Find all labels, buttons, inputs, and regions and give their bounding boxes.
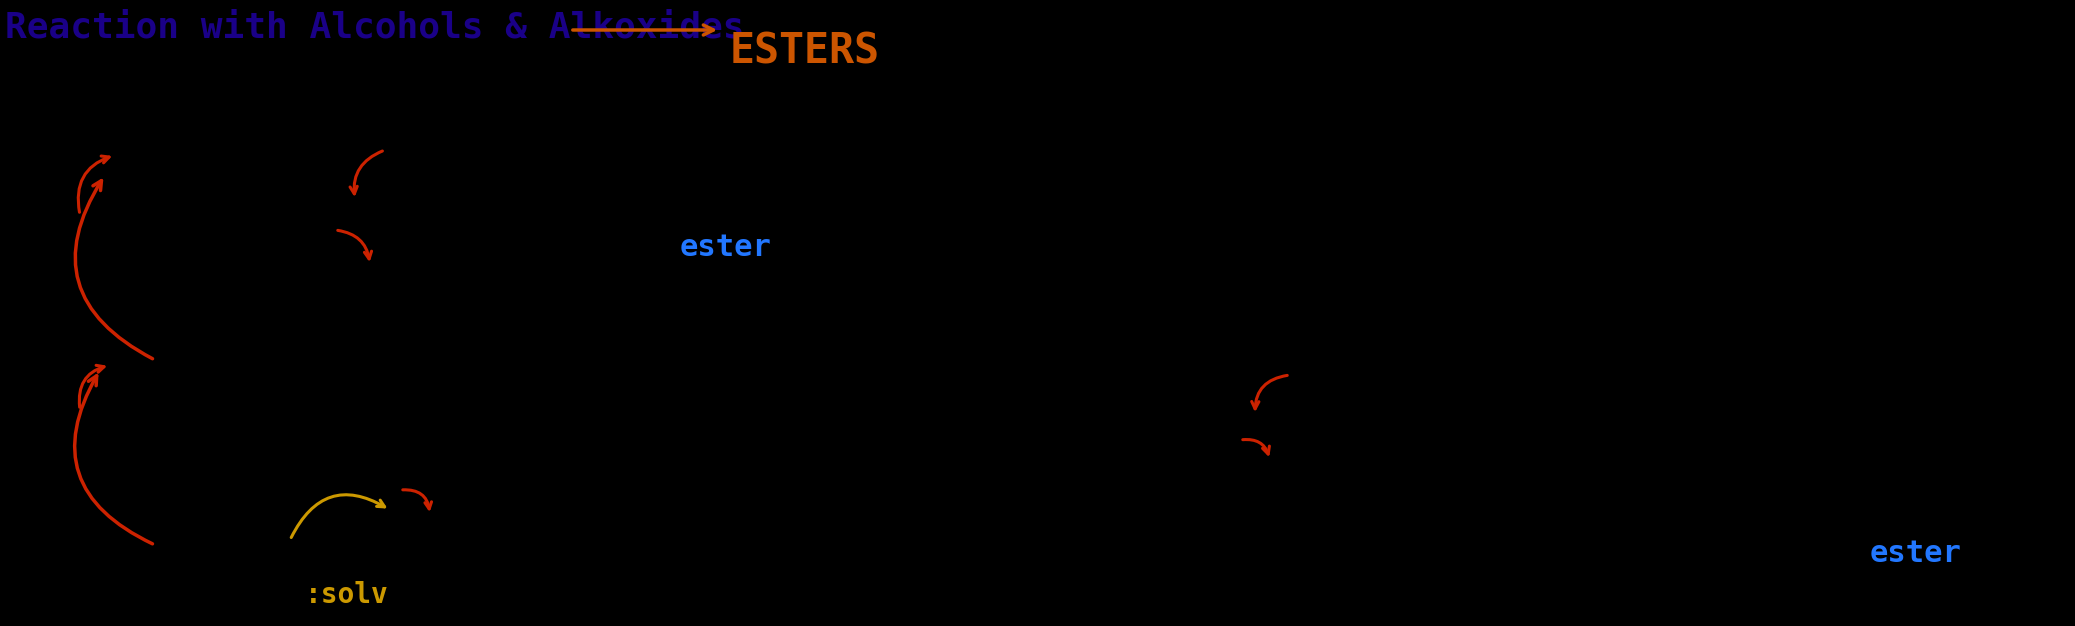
Text: ESTERS: ESTERS bbox=[730, 30, 880, 72]
Text: ester: ester bbox=[1870, 538, 1961, 568]
Text: Reaction with Alcohols & Alkoxides: Reaction with Alcohols & Alkoxides bbox=[4, 10, 745, 44]
Text: ester: ester bbox=[681, 233, 772, 262]
Text: :solv: :solv bbox=[305, 581, 388, 609]
